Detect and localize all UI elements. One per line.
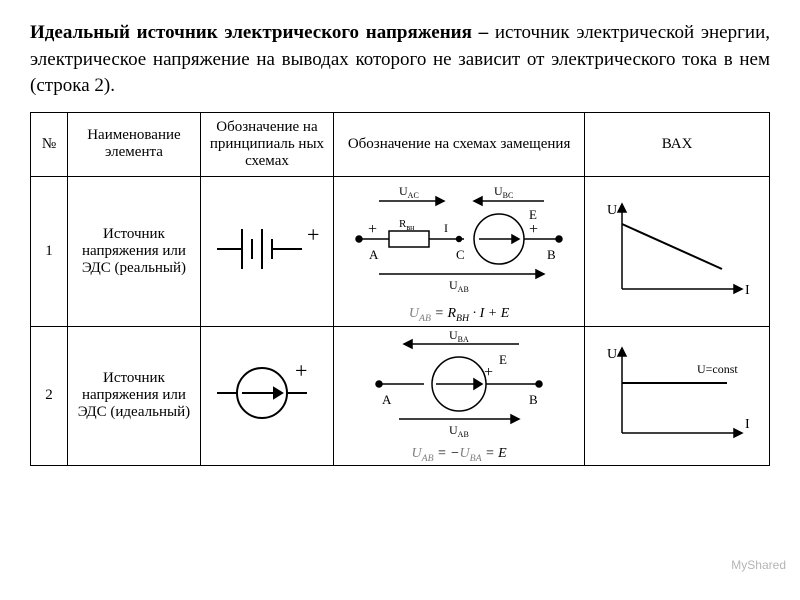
svg-text:E: E [499,352,507,367]
row1-formula: UAB = RBH · I + E [336,306,582,324]
svg-text:B: B [547,247,556,262]
svg-text:+: + [484,364,493,381]
svg-text:UAB: UAB [449,278,469,294]
svg-text:A: A [369,247,379,262]
definition-paren: (строка 2). [30,75,115,96]
real-vax-chart-icon: U I [597,194,757,304]
header-name: Наименование элемента [67,112,200,176]
svg-text:U: U [607,203,617,218]
ideal-source-circuit-icon: UBA E + A B UAB [344,329,574,439]
header-sym: Обозначение на принципиаль ных схемах [200,112,333,176]
bold-lead: Идеальный источник электрического напряж… [30,22,488,43]
svg-text:+: + [307,222,319,247]
table-header-row: № Наименование элемента Обозначение на п… [31,112,770,176]
watermark: MyShared [731,558,786,572]
row2-num: 2 [31,326,68,466]
svg-text:+: + [295,358,307,383]
svg-text:+: + [529,221,538,238]
real-source-circuit-icon: UAC UBC Rвн I E + + A C B UAB [344,179,574,299]
battery-symbol-icon: + [207,204,327,294]
svg-text:I: I [745,283,750,298]
svg-text:UBA: UBA [449,329,469,344]
svg-text:B: B [529,392,538,407]
row1-name: Источник напряжения или ЭДС (реальный) [67,176,200,326]
header-vax: ВАХ [585,112,770,176]
svg-text:UAC: UAC [399,184,419,200]
svg-text:A: A [382,392,392,407]
svg-text:UAB: UAB [449,423,469,439]
header-eq: Обозначение на схемах замещения [333,112,584,176]
row1-symbol-cell: + [200,176,333,326]
row1-eqcircuit-cell: UAC UBC Rвн I E + + A C B UAB UAB = RBH … [333,176,584,326]
header-num: № [31,112,68,176]
svg-text:C: C [456,247,465,262]
svg-text:UBC: UBC [494,184,513,200]
svg-text:Rвн: Rвн [399,218,415,232]
row2-formula: UAB = −UBA = E [336,446,582,464]
row2-eqcircuit-cell: UBA E + A B UAB UAB = −UBA = E [333,326,584,466]
svg-text:E: E [529,207,537,222]
svg-text:U: U [607,347,617,362]
row2-symbol-cell: + [200,326,333,466]
row1-vax-cell: U I [585,176,770,326]
svg-text:I: I [444,221,448,235]
elements-table: № Наименование элемента Обозначение на п… [30,112,770,467]
svg-text:U=const: U=const [697,362,738,376]
ideal-vax-chart-icon: U I U=const [597,338,757,448]
row2-name: Источник напряжения или ЭДС (идеальный) [67,326,200,466]
ideal-source-symbol-icon: + [207,348,327,438]
svg-text:+: + [368,221,377,238]
svg-text:I: I [745,417,750,432]
row2-vax-cell: U I U=const [585,326,770,466]
table-row: 1 Источник напряжения или ЭДС (реальный)… [31,176,770,326]
definition-paragraph: Идеальный источник электрического напряж… [30,20,770,100]
row1-num: 1 [31,176,68,326]
table-row: 2 Источник напряжения или ЭДС (идеальный… [31,326,770,466]
